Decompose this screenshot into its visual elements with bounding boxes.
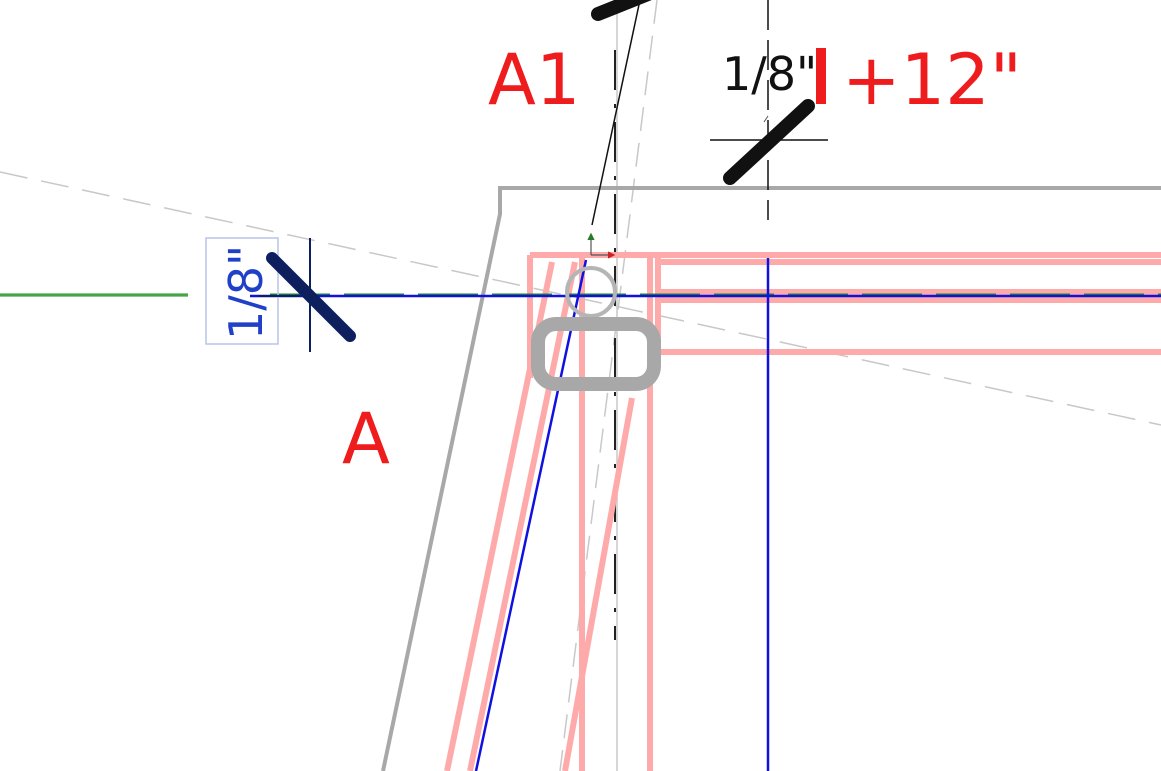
- leader-line: [591, 0, 641, 226]
- grid-line-a1-dashed: [559, 0, 658, 771]
- selection-handles: [531, 115, 769, 391]
- grid-label-a1[interactable]: A1: [488, 39, 580, 121]
- blue-slanted-line: [474, 259, 588, 771]
- framing-slant-b: [467, 261, 578, 771]
- grid-label-a[interactable]: A: [342, 398, 390, 480]
- dim-left-text[interactable]: 1/8": [219, 245, 273, 340]
- wall-outline: [381, 186, 1161, 771]
- top-dimension: 1/8": [591, 0, 828, 220]
- circle-marker-icon[interactable]: [565, 266, 617, 318]
- dim-left-text-box[interactable]: [205, 237, 279, 345]
- level-marker-bar: [816, 48, 826, 104]
- dimension-tick-left: [266, 252, 356, 342]
- left-dimension: 1/8": [205, 237, 356, 352]
- framing-slant-c: [562, 397, 635, 771]
- dim-top-text[interactable]: 1/8": [722, 47, 817, 101]
- dimension-tick-topmost: [591, 0, 652, 21]
- grid-labels: A1 A +12": [342, 39, 1022, 480]
- level-label[interactable]: +12": [842, 39, 1022, 121]
- rounded-rect-handle-icon[interactable]: [531, 317, 661, 391]
- dimension-tick-top: [723, 99, 815, 185]
- blue-lines: [250, 258, 1161, 771]
- move-arrows-icon[interactable]: [587, 232, 616, 259]
- framing-members: [444, 252, 1161, 771]
